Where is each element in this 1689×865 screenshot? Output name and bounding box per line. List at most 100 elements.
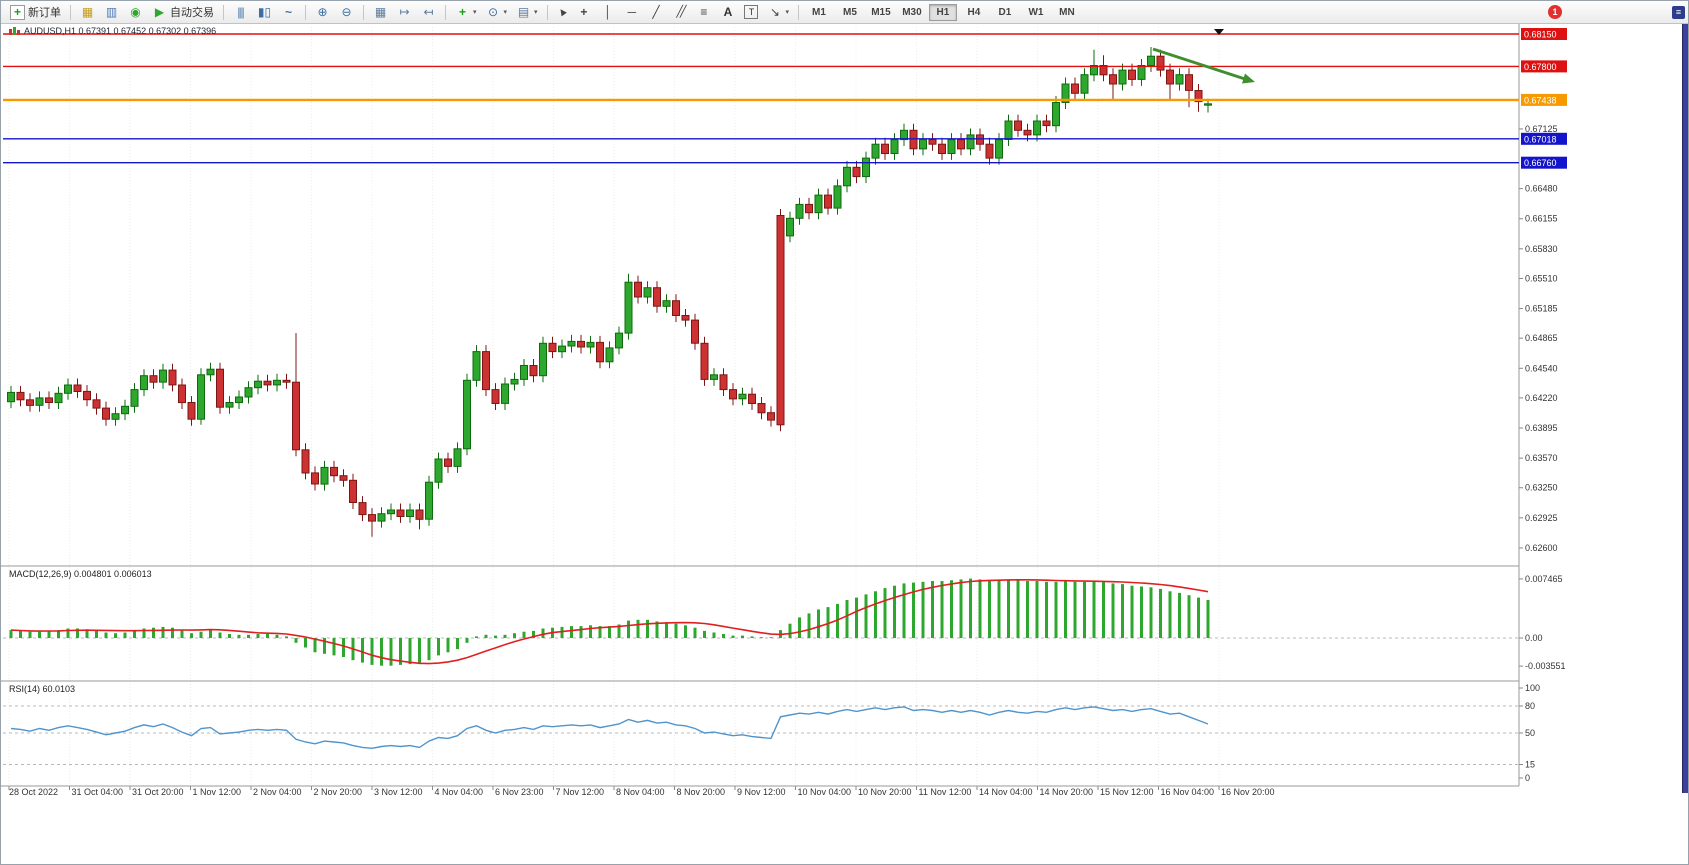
- svg-text:2 Nov 20:00: 2 Nov 20:00: [314, 787, 363, 797]
- toolbar-separator: [223, 4, 224, 20]
- chart-canvas[interactable]: 28 Oct 2022 31 Oct 04:00 31 Oct 20:00 1 Nov…: [1, 23, 1689, 865]
- vline-glyph: │: [604, 4, 612, 19]
- window-group: ▦ ↦ ↤: [367, 2, 442, 22]
- crosshair-icon[interactable]: +: [572, 2, 595, 22]
- chart-tools-group: + ▾ ⊙ ▾ ▤ ▾: [449, 2, 544, 22]
- trendline-icon[interactable]: ╱: [644, 2, 667, 22]
- zoom-in-icon[interactable]: ⊕: [311, 2, 334, 22]
- refresh-icon[interactable]: ◉: [124, 2, 147, 22]
- toolbar-overflow-icon[interactable]: ≡: [1672, 5, 1685, 19]
- svg-text:80: 80: [1525, 701, 1535, 711]
- text-label-glyph: T: [744, 5, 759, 19]
- tile-windows-icon[interactable]: ▦: [369, 2, 392, 22]
- svg-text:15: 15: [1525, 760, 1535, 770]
- data-window-glyph: ▥: [105, 4, 118, 19]
- auto-scroll-icon[interactable]: ↦: [393, 2, 416, 22]
- line-chart-icon[interactable]: ~: [277, 2, 300, 22]
- svg-text:3 Nov 12:00: 3 Nov 12:00: [374, 787, 423, 797]
- timeframe-h4-button[interactable]: H4: [967, 6, 981, 18]
- bar-chart-icon[interactable]: |||: [229, 2, 252, 22]
- svg-text:0.66480: 0.66480: [1525, 184, 1558, 194]
- arrows-tool-icon[interactable]: ↘ ▾: [763, 2, 793, 22]
- terminal-group: ▦ ▥ ◉ ▶ 自动交易: [74, 2, 220, 22]
- svg-text:0.66155: 0.66155: [1525, 214, 1558, 224]
- notification-badge[interactable]: 1: [1548, 5, 1562, 19]
- template-icon: ▤: [517, 4, 530, 19]
- svg-text:0.64540: 0.64540: [1525, 363, 1558, 373]
- indicators-button[interactable]: + ▾: [451, 2, 481, 22]
- svg-text:0.67125: 0.67125: [1525, 124, 1558, 134]
- timeframe-d1-button[interactable]: D1: [998, 6, 1012, 18]
- svg-text:0.68150: 0.68150: [1524, 30, 1557, 40]
- templates-button[interactable]: ▤ ▾: [512, 2, 542, 22]
- timeframe-m15-button[interactable]: M15: [871, 6, 891, 18]
- macd-indicator-label: MACD(12,26,9) 0.004801 0.006013: [9, 569, 152, 579]
- crosshair-glyph: +: [580, 4, 588, 19]
- svg-text:0.66760: 0.66760: [1524, 158, 1557, 168]
- timeframe-mn-button[interactable]: MN: [1059, 6, 1075, 18]
- timeframe-w1-button[interactable]: W1: [1028, 6, 1044, 18]
- periods-button[interactable]: ⊙ ▾: [482, 2, 512, 22]
- horizontal-line-icon[interactable]: ─: [620, 2, 643, 22]
- candlestick-chart-icon[interactable]: ▮▯: [253, 2, 276, 22]
- svg-text:10 Nov 20:00: 10 Nov 20:00: [858, 787, 912, 797]
- caret-down-icon: ▾: [534, 9, 538, 16]
- svg-text:16 Nov 04:00: 16 Nov 04:00: [1161, 787, 1215, 797]
- svg-text:15 Nov 12:00: 15 Nov 12:00: [1100, 787, 1154, 797]
- chart-title-text: AUDUSD,H1 0.67391 0.67452 0.67302 0.6739…: [24, 26, 217, 36]
- svg-text:100: 100: [1525, 683, 1540, 693]
- timeframe-group: M1 M5 M15 M30 H1 H4 D1 W1 MN: [802, 3, 1084, 21]
- toolbar: + 新订单 ▦ ▥ ◉ ▶ 自动交易 ||| ▮▯ ~ ⊕ ⊖ ▦: [1, 1, 1688, 24]
- fibonacci-glyph: ≡: [700, 4, 708, 19]
- svg-text:8 Nov 04:00: 8 Nov 04:00: [616, 787, 665, 797]
- zoom-out-icon[interactable]: ⊖: [335, 2, 358, 22]
- indicators-plus-icon: +: [458, 4, 466, 19]
- svg-text:28 Oct 2022: 28 Oct 2022: [9, 787, 58, 797]
- svg-text:0.63570: 0.63570: [1525, 453, 1558, 463]
- new-order-label: 新订单: [28, 7, 61, 19]
- svg-text:31 Oct 20:00: 31 Oct 20:00: [132, 787, 184, 797]
- vertical-line-icon[interactable]: │: [596, 2, 619, 22]
- svg-text:50: 50: [1525, 728, 1535, 738]
- zoom-in-glyph: ⊕: [317, 4, 328, 19]
- autotrading-play-icon: ▶: [154, 4, 165, 19]
- caret-down-icon: ▾: [473, 9, 477, 16]
- timeframe-m1-button[interactable]: M1: [812, 6, 826, 18]
- svg-text:0.64220: 0.64220: [1525, 393, 1558, 403]
- svg-text:31 Oct 04:00: 31 Oct 04:00: [72, 787, 124, 797]
- svg-text:4 Nov 04:00: 4 Nov 04:00: [435, 787, 484, 797]
- toolbar-separator: [363, 4, 364, 20]
- text-label-icon[interactable]: T: [740, 2, 762, 22]
- chart-shift-icon[interactable]: ↤: [417, 2, 440, 22]
- auto-scroll-glyph: ↦: [399, 4, 410, 19]
- autotrading-label: 自动交易: [170, 7, 214, 19]
- svg-text:-0.003551: -0.003551: [1525, 661, 1566, 671]
- line-studies-group: ▲ + │ ─ ╱ ╱╱ ≡ A T ↘ ▾: [551, 2, 795, 22]
- svg-text:14 Nov 04:00: 14 Nov 04:00: [979, 787, 1033, 797]
- autotrading-button[interactable]: ▶ 自动交易: [148, 2, 218, 22]
- svg-text:0.65510: 0.65510: [1525, 273, 1558, 283]
- timeframe-m30-button[interactable]: M30: [902, 6, 922, 18]
- text-glyph: A: [723, 4, 733, 19]
- market-watch-icon[interactable]: ▦: [76, 2, 99, 22]
- svg-text:0.65830: 0.65830: [1525, 244, 1558, 254]
- vertical-scrollbar[interactable]: [1682, 23, 1688, 793]
- timeframe-h1-button[interactable]: H1: [928, 3, 957, 21]
- svg-text:11 Nov 12:00: 11 Nov 12:00: [919, 787, 972, 797]
- text-icon[interactable]: A: [716, 2, 739, 22]
- channel-icon[interactable]: ╱╱: [668, 2, 691, 22]
- svg-text:14 Nov 20:00: 14 Nov 20:00: [1040, 787, 1094, 797]
- toolbar-separator: [70, 4, 71, 20]
- zoom-out-glyph: ⊖: [341, 4, 352, 19]
- data-window-icon[interactable]: ▥: [100, 2, 123, 22]
- svg-text:1 Nov 12:00: 1 Nov 12:00: [193, 787, 242, 797]
- svg-text:0.62925: 0.62925: [1525, 513, 1558, 523]
- refresh-glyph: ◉: [130, 4, 141, 19]
- timeframe-m5-button[interactable]: M5: [843, 6, 857, 18]
- fibonacci-icon[interactable]: ≡: [692, 2, 715, 22]
- cursor-icon[interactable]: ▲: [553, 2, 572, 22]
- new-order-button[interactable]: + 新订单: [6, 2, 65, 22]
- zoom-group: ⊕ ⊖: [309, 2, 360, 22]
- svg-text:0.63895: 0.63895: [1525, 423, 1558, 433]
